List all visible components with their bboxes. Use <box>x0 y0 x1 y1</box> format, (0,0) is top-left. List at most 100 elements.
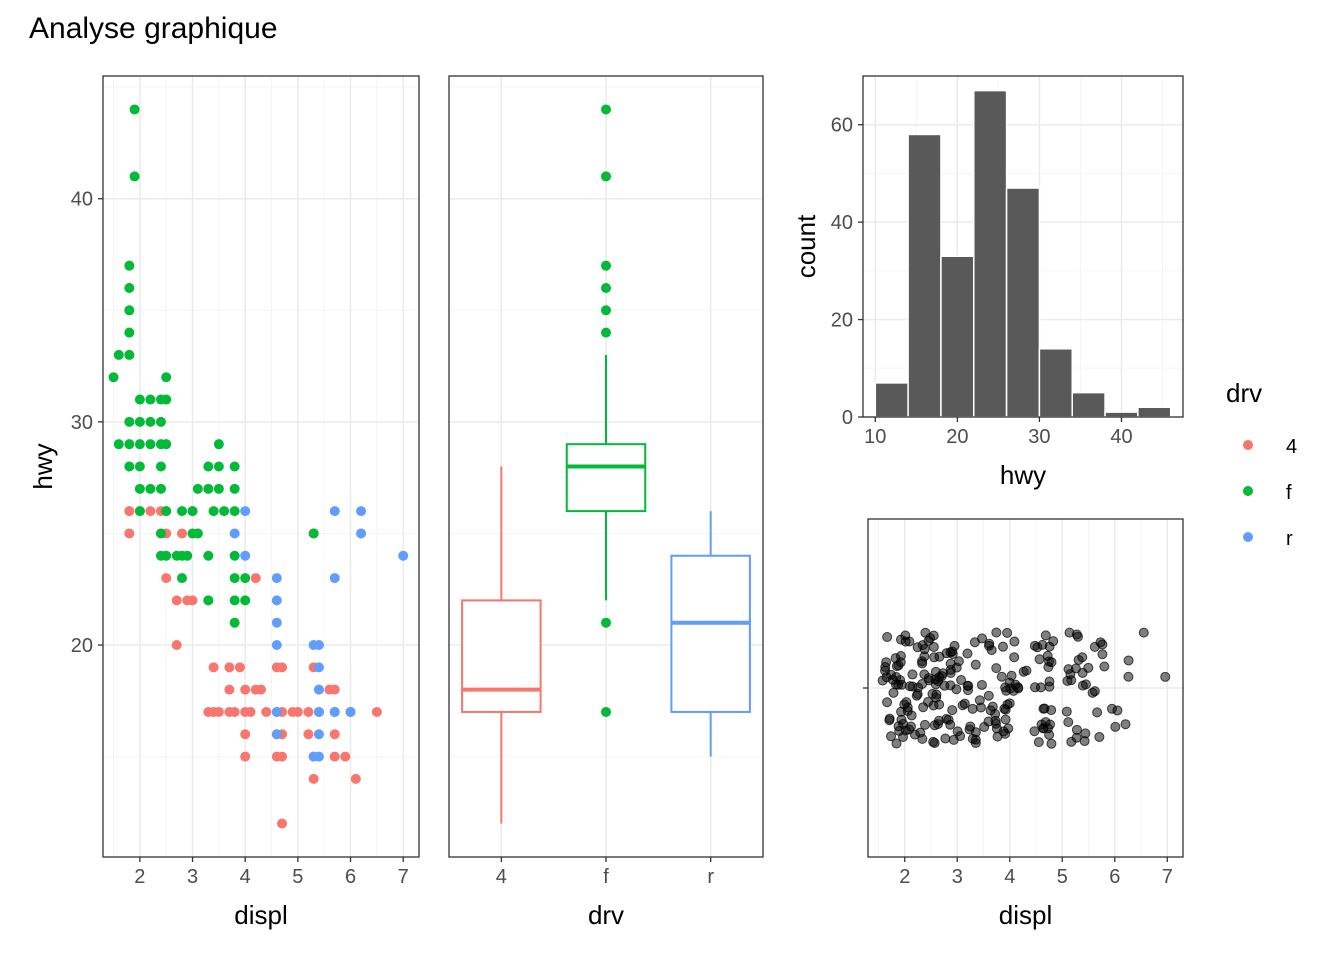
point-drv-f <box>229 573 240 584</box>
x-tick-label: 5 <box>292 866 303 888</box>
point-drv-r <box>329 506 340 517</box>
jitter-point <box>1160 671 1171 682</box>
point-drv-4 <box>256 684 266 695</box>
point-drv-r <box>271 706 282 717</box>
point-drv-f <box>145 394 156 405</box>
y-tick-label: 0 <box>842 407 853 429</box>
point-drv-f <box>155 416 166 427</box>
point-drv-f <box>134 506 145 517</box>
point-drv-f <box>182 550 193 561</box>
point-drv-f <box>177 573 187 584</box>
jitter-point <box>1000 714 1011 725</box>
point-drv-f <box>192 528 203 539</box>
jitter-point <box>895 675 906 686</box>
point-drv-f <box>145 483 156 494</box>
point-drv-4 <box>177 528 187 539</box>
point-drv-f <box>229 483 240 494</box>
x-axis-title: drv <box>588 900 624 930</box>
jitter-point <box>1038 723 1049 734</box>
point-drv-4 <box>329 684 340 695</box>
point-drv-4 <box>224 662 235 673</box>
jitter-point <box>941 648 952 659</box>
jitter-point <box>965 721 976 732</box>
jitter-point <box>1004 677 1015 688</box>
point-drv-4 <box>124 506 135 517</box>
jitter-point <box>970 659 981 670</box>
point-drv-r <box>398 550 409 561</box>
scatter-panel-hwy-vs-displ: 2 3 4 5 6 7 20 30 40 displ hwy <box>28 75 420 930</box>
y-tick-label: 40 <box>71 189 93 211</box>
plot-title: Analyse graphique <box>29 12 278 45</box>
jitter-point <box>917 656 928 667</box>
jitter-point <box>1120 719 1131 730</box>
jitter-point <box>936 671 947 682</box>
jitter-point <box>907 669 918 680</box>
point-drv-f <box>124 282 135 293</box>
jitter-point <box>1110 721 1121 732</box>
jitter-point <box>907 681 918 692</box>
jitter-point <box>940 733 951 744</box>
box-f <box>565 443 647 513</box>
point-drv-4 <box>124 528 135 539</box>
jitter-point <box>1080 728 1091 739</box>
jitter-point <box>1044 676 1055 687</box>
point-drv-4 <box>277 662 288 673</box>
outlier-f <box>601 104 611 115</box>
point-drv-4 <box>371 706 382 717</box>
x-tick-label: 10 <box>864 426 886 448</box>
jitter-point <box>987 701 998 712</box>
jitter-point <box>918 702 929 713</box>
jitter-point <box>888 687 899 698</box>
point-drv-f <box>213 461 224 472</box>
jitter-point <box>1003 723 1014 734</box>
point-drv-f <box>134 483 145 494</box>
legend-label-4: 4 <box>1286 436 1297 458</box>
jitter-point <box>895 634 906 645</box>
box-4 <box>461 599 542 713</box>
histogram-bar <box>1005 187 1041 418</box>
panel-border <box>102 75 420 858</box>
jitter-point <box>893 721 904 732</box>
point-drv-r <box>271 573 282 584</box>
point-drv-f <box>129 171 140 182</box>
jitter-point <box>983 690 994 701</box>
point-drv-4 <box>171 595 182 606</box>
point-drv-4 <box>350 773 361 784</box>
histogram-bar <box>1104 411 1139 418</box>
y-tick-label: 40 <box>831 212 853 234</box>
point-drv-4 <box>308 773 319 784</box>
jitter-point <box>911 690 922 701</box>
point-drv-r <box>345 706 356 717</box>
jitter-point <box>1070 663 1081 674</box>
histogram-bar <box>1071 391 1106 418</box>
histogram-bar <box>973 89 1008 418</box>
y-tick-label: 20 <box>831 310 853 332</box>
jitter-point <box>1046 705 1057 716</box>
jitter-point <box>924 675 935 686</box>
point-drv-r <box>313 706 324 717</box>
point-drv-f <box>113 349 124 360</box>
jitter-point <box>997 641 1008 652</box>
jitter-point <box>970 734 981 745</box>
jitter-point <box>882 697 893 708</box>
point-drv-4 <box>340 751 351 762</box>
panel-border <box>862 75 1184 418</box>
point-drv-4 <box>240 751 251 762</box>
jitter-point <box>991 663 1002 674</box>
point-drv-4 <box>240 684 251 695</box>
jitter-point <box>929 720 940 731</box>
jitter-point <box>891 738 902 749</box>
point-drv-f <box>124 461 135 472</box>
jitter-point <box>1009 652 1020 663</box>
y-tick-label: 20 <box>71 635 93 657</box>
x-tick-label: 7 <box>398 866 409 888</box>
point-drv-4 <box>145 506 156 517</box>
point-drv-f <box>229 550 240 561</box>
point-drv-4 <box>292 706 303 717</box>
jitter-point <box>1061 706 1072 717</box>
x-tick-label: 4 <box>1004 866 1015 888</box>
point-drv-f <box>208 506 219 517</box>
jitter-point <box>1044 729 1055 740</box>
point-drv-f <box>229 461 240 472</box>
point-drv-f <box>124 260 135 271</box>
